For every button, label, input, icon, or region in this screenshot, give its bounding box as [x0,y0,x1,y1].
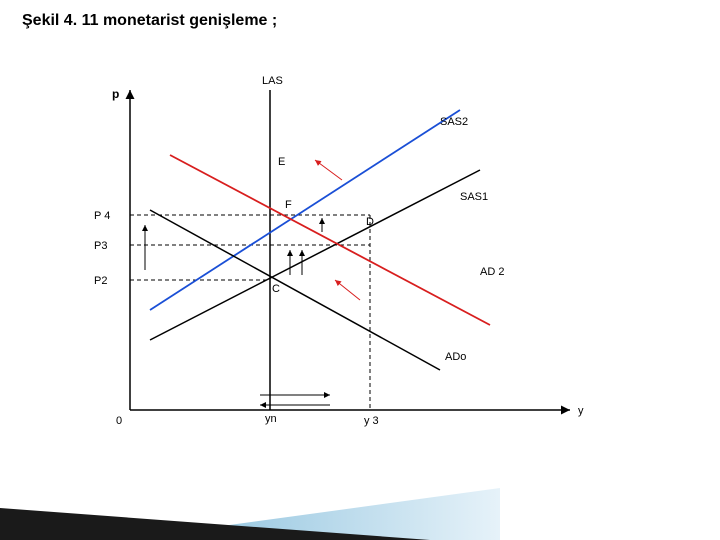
p3-label: P3 [94,240,107,252]
svg-text:p: p [112,87,119,101]
origin-label: 0 [116,415,122,427]
diagram-container: y p 0 LAS y 3 P2 P3 P 4 SAS1 SAS2 ADo AD 2 E F D Cyn [60,60,600,460]
page-title: Şekil 4. 11 monetarist genişleme ; [22,12,277,30]
economic-diagram: y p 0 LAS y 3 P2 P3 P 4 SAS1 SAS2 ADo AD 2 E F D Cyn [60,60,600,460]
point-e: E [278,156,285,168]
p2-label: P2 [94,275,107,287]
point-f: F [285,199,292,211]
sas2-line [150,110,460,310]
annotation-arrow-1 [335,280,360,300]
x-axis-label: y [578,405,584,417]
p4-label: P 4 [94,210,110,222]
ad2-label: AD 2 [480,266,504,278]
ad0-line [150,210,440,370]
sas1-line [150,170,480,340]
footer-decoration [0,470,720,540]
sas1-label: SAS1 [460,191,488,203]
ad2-line [170,155,490,325]
sas2-label: SAS2 [440,116,468,128]
point-yn: yn [265,413,277,425]
ad0-label: ADo [445,351,466,363]
las-label: LAS [262,75,283,87]
y3-label: y 3 [364,415,379,427]
annotation-arrow-0 [315,160,342,180]
point-d: D [366,216,374,228]
point-c: C [272,283,280,295]
